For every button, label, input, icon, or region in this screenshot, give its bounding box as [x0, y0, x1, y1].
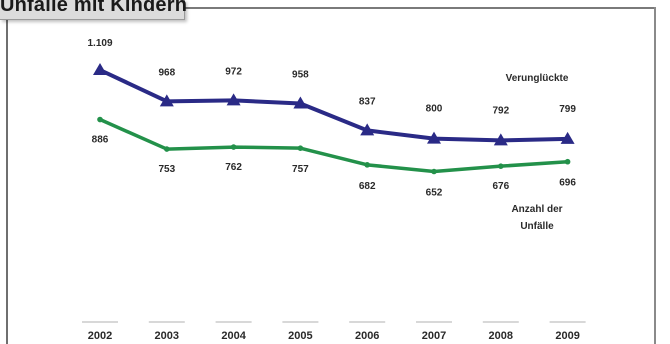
data-point [498, 163, 504, 169]
data-label: 886 [92, 135, 109, 146]
data-point [164, 146, 170, 152]
data-point [360, 123, 375, 136]
data-point [431, 168, 437, 175]
data-label: 682 [359, 181, 376, 192]
data-label: 757 [292, 164, 309, 175]
series-line [99, 68, 568, 143]
data-label: 799 [559, 104, 576, 115]
data-label: 652 [426, 188, 443, 199]
data-label: 837 [359, 96, 376, 107]
data-point [226, 93, 241, 106]
data-label: 792 [492, 105, 509, 116]
data-point [93, 63, 107, 75]
header-tab: Unfälle mit Kindern [0, 0, 188, 20]
x-tick-label: 2009 [555, 330, 579, 342]
series-verunglueckte: 1.109 968 972 958 837 800 792 799 [87, 38, 576, 146]
data-label: 958 [292, 70, 309, 81]
x-tick-label: 2002 [88, 330, 112, 342]
series-unfaelle: 886 753 762 757 682 652 676 696 [92, 116, 576, 199]
data-point [427, 131, 441, 144]
legend-unfaelle-line2: Unfälle [520, 221, 554, 232]
x-tick-label: 2003 [155, 330, 179, 342]
frame-top-border [185, 7, 655, 9]
legend-unfaelle-line1: Anzahl der [511, 204, 562, 215]
data-point [159, 94, 174, 107]
data-label: 800 [426, 104, 443, 115]
data-label: 696 [559, 178, 576, 189]
data-label: 972 [225, 66, 242, 77]
data-point [364, 162, 371, 168]
data-label: 968 [158, 67, 175, 78]
legend-verunglueckte: Verunglückte [506, 73, 569, 84]
frame-right-border [654, 7, 656, 344]
data-point [293, 96, 308, 109]
series-line [99, 117, 568, 174]
data-label: 1.109 [87, 38, 112, 49]
x-tick-label: 2007 [422, 330, 446, 342]
data-point [297, 145, 304, 151]
chart-title: Unfälle mit Kindern [0, 0, 188, 16]
data-label: 762 [225, 162, 242, 173]
data-point [493, 133, 508, 146]
frame-left-border [6, 0, 8, 344]
data-label: 753 [158, 164, 175, 175]
data-label: 676 [492, 181, 509, 192]
data-point [564, 158, 571, 165]
x-tick-label: 2004 [221, 330, 246, 342]
x-tick-label: 2008 [489, 330, 513, 342]
x-tick-label: 2006 [355, 330, 379, 342]
data-point [97, 116, 103, 123]
x-tick-label: 2005 [288, 330, 312, 342]
data-point [230, 144, 237, 150]
data-point [560, 131, 575, 144]
